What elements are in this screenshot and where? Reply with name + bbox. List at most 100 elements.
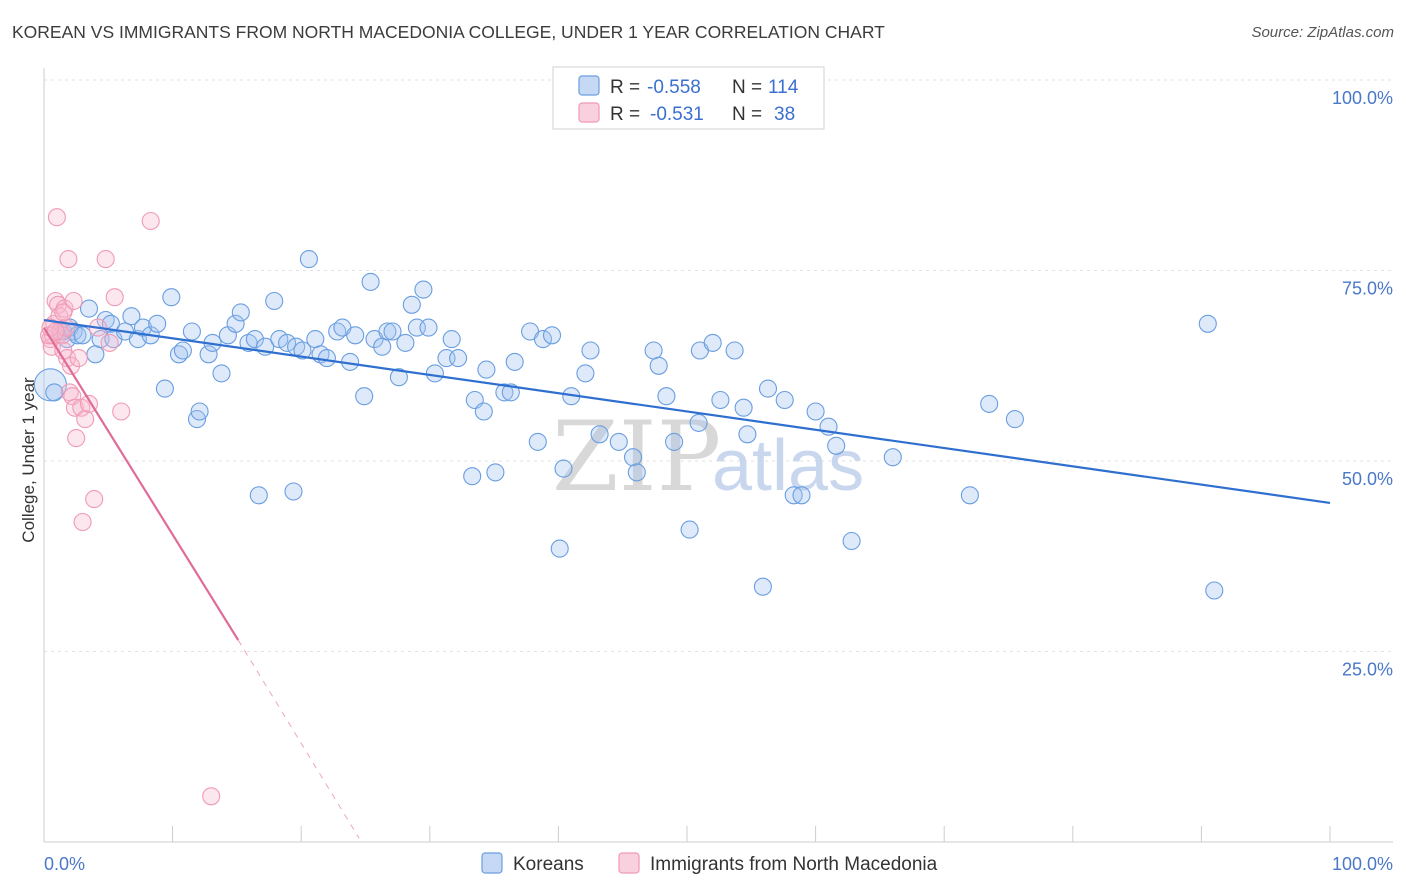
korean-point [373, 337, 392, 356]
korean-point [79, 299, 99, 318]
bottom-legend-swatch-koreans [481, 852, 503, 874]
macedonia-point [69, 349, 88, 368]
korean-point [665, 432, 684, 451]
macedonia-point [59, 250, 78, 269]
korean-point [73, 326, 92, 345]
korean-point [806, 402, 825, 421]
x-axis-ticks [43, 826, 1331, 842]
korean-point [644, 341, 663, 360]
bottom-legend-koreans: Koreans [513, 854, 584, 875]
korean-point [486, 463, 505, 482]
korean-point [725, 341, 744, 360]
korean-point [1205, 581, 1224, 600]
macedonia-point [76, 410, 95, 429]
bottom-legend-swatch-macedonia [618, 852, 640, 874]
korean-point [199, 345, 218, 364]
korean-point [419, 318, 438, 337]
watermark: ZIP atlas [552, 401, 864, 513]
korean-point [86, 345, 105, 364]
macedonia-point [64, 291, 83, 311]
y-tick-label-50: 50.0% [1342, 469, 1393, 489]
korean-point [980, 394, 999, 413]
korean-point [827, 436, 846, 455]
macedonia-point [202, 787, 221, 806]
korean-point [442, 330, 461, 349]
korean-point [505, 352, 524, 371]
korean-point [122, 307, 141, 326]
legend-box: R = -0.558 N = 114 R = -0.531 N = 38 [552, 66, 825, 130]
korean-point [278, 333, 297, 352]
macedonia-point [112, 402, 131, 421]
korean-point [775, 390, 794, 410]
korean-point [396, 333, 415, 352]
legend-r-label-koreans: R = [610, 77, 640, 98]
korean-point [554, 459, 573, 478]
korean-point [738, 425, 757, 444]
korean-point [550, 539, 569, 558]
korean-point [734, 398, 753, 417]
korean-point [91, 330, 110, 349]
korean-point [792, 486, 811, 505]
macedonia-point [54, 303, 73, 322]
korean-point [212, 364, 231, 383]
korean-point [299, 250, 318, 269]
korean-point [346, 326, 365, 345]
korean-point [414, 280, 433, 299]
trend-lines [43, 318, 1331, 839]
korean-point [689, 413, 708, 432]
korean-point [155, 379, 174, 398]
watermark-atlas: atlas [712, 426, 864, 506]
korean-point [449, 349, 468, 368]
legend-r-value-macedonia: -0.531 [650, 104, 704, 125]
macedonia-point [65, 398, 84, 417]
y-axis-label: College, Under 1 year [19, 377, 38, 543]
korean-point [609, 432, 628, 451]
legend-n-label-koreans: N = [732, 77, 762, 98]
korean-point [533, 330, 553, 349]
korean-point [245, 330, 264, 349]
korean-point [45, 383, 64, 402]
korean-point [173, 341, 192, 360]
korean-point [703, 333, 722, 352]
korean-point [389, 368, 408, 387]
korean-point [581, 341, 600, 360]
korean-point [226, 314, 245, 333]
korean-point [883, 448, 902, 467]
korean-point [623, 448, 643, 467]
korean-point [402, 295, 421, 314]
y-tick-label-25: 25.0% [1342, 660, 1393, 680]
korean-point [649, 356, 668, 375]
korean-point [477, 360, 496, 379]
korean-point [293, 341, 312, 360]
koreans-trend-line [43, 318, 1331, 504]
macedonia-trend-extension [237, 639, 360, 839]
korean-point [148, 314, 167, 333]
korean-point [1198, 314, 1217, 333]
legend-n-value-macedonia: 38 [774, 104, 795, 125]
legend-n-label-macedonia: N = [732, 104, 762, 125]
koreans-points [33, 250, 1224, 600]
korean-point [265, 291, 284, 311]
korean-point [657, 387, 676, 406]
macedonia-point [73, 512, 92, 532]
y-tick-label-100: 100.0% [1332, 88, 1393, 108]
korean-point [528, 432, 547, 451]
korean-point [355, 387, 374, 406]
macedonia-point [85, 490, 104, 509]
korean-point [249, 486, 268, 505]
korean-point [576, 364, 595, 383]
macedonia-point [141, 211, 160, 231]
macedonia-point [100, 333, 119, 352]
y-tick-label-75: 75.0% [1342, 279, 1393, 299]
korean-point [383, 322, 402, 341]
watermark-zip: ZIP [552, 401, 721, 513]
y-tick-labels: 100.0% 75.0% 50.0% 25.0% [1332, 88, 1393, 680]
macedonia-point [96, 250, 115, 269]
korean-point [133, 318, 153, 337]
korean-point [182, 322, 201, 341]
korean-point [231, 303, 250, 322]
x-tick-label-max: 100.0% [1332, 854, 1393, 874]
macedonia-trend-line [43, 327, 240, 641]
bottom-legend: Koreans Immigrants from North Macedonia [481, 852, 938, 875]
